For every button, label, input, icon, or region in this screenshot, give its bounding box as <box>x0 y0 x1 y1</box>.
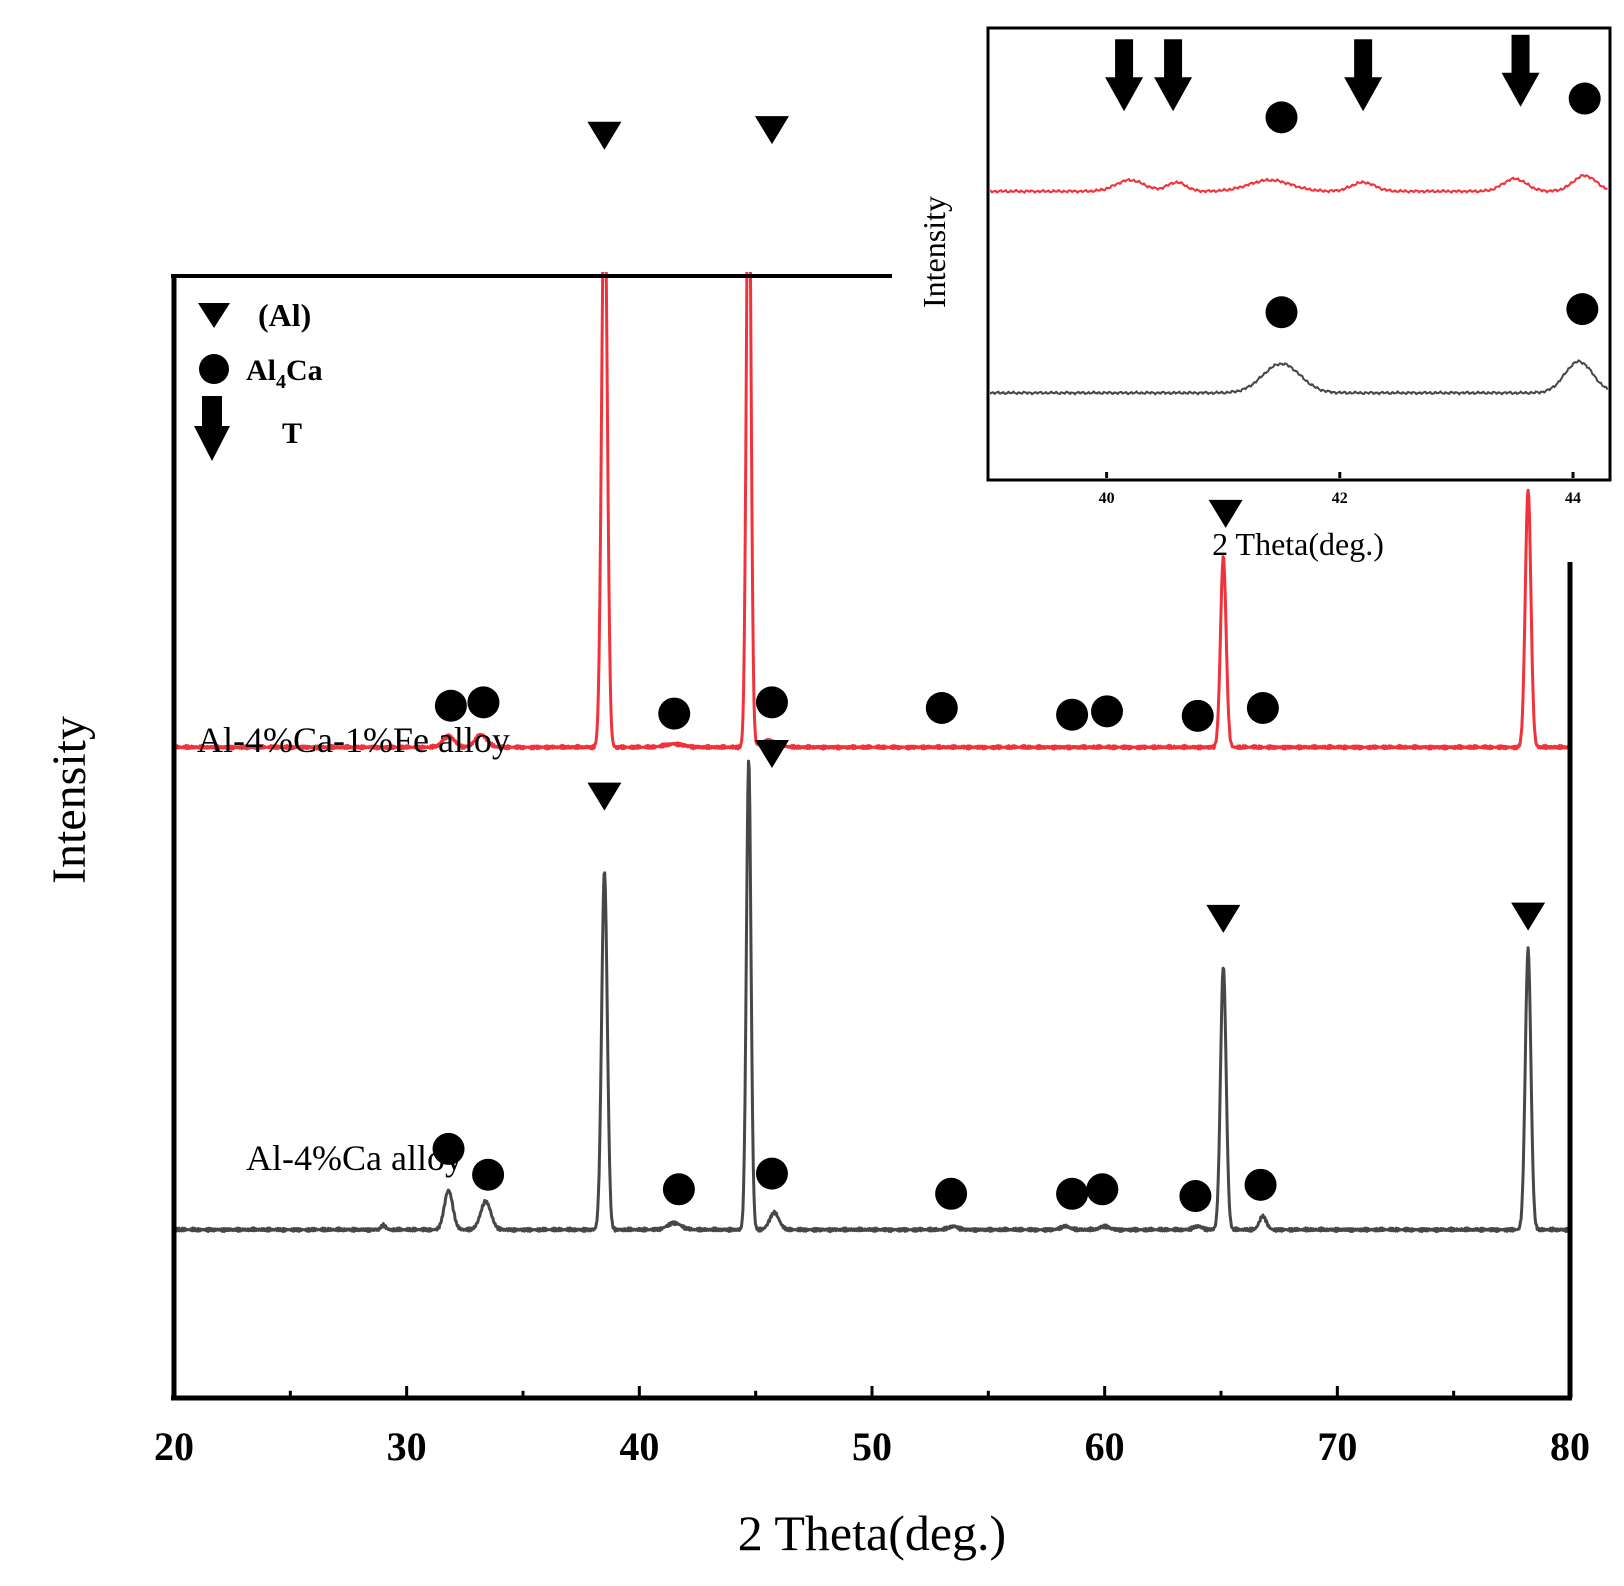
al4ca-marker-inset-0-2 <box>1265 101 1298 134</box>
x-tick-label-inset-40: 40 <box>1099 490 1115 507</box>
al-marker-main-0-10 <box>1208 499 1243 528</box>
al4ca-marker-main-1-0 <box>432 1132 465 1165</box>
series-label-ca-alloy: Al-4%Ca alloy <box>246 1138 463 1178</box>
x-tick-label-main-60: 60 <box>1085 1424 1125 1469</box>
series-line-inset-0 <box>990 173 1608 194</box>
al4ca-marker-main-0-5 <box>755 686 788 719</box>
al4ca-marker-main-1-9 <box>1179 1180 1212 1213</box>
circle-icon <box>199 354 229 384</box>
legend: (Al) Al4Ca T <box>194 297 323 461</box>
al4ca-marker-main-0-0 <box>434 689 467 722</box>
main-x-axis-label: 2 Theta(deg.) <box>738 1505 1006 1561</box>
x-tick-label-main-50: 50 <box>852 1424 892 1469</box>
series-label-fe-alloy: Al-4%Ca-1%Fe alloy <box>197 720 510 760</box>
al4ca-marker-main-0-7 <box>1056 698 1089 731</box>
al4ca-marker-main-0-1 <box>467 686 500 719</box>
al4ca-marker-main-1-6 <box>935 1177 968 1210</box>
inset-x-axis-label: 2 Theta(deg.) <box>1212 526 1384 562</box>
x-tick-label-main-40: 40 <box>619 1424 659 1469</box>
series-line-main-1 <box>174 759 1570 1234</box>
al-marker-main-1-2 <box>587 782 622 811</box>
al4ca-marker-main-1-8 <box>1086 1173 1119 1206</box>
al4ca-marker-main-0-9 <box>1181 699 1214 732</box>
al4ca-marker-main-1-5 <box>755 1157 788 1190</box>
al4ca-marker-main-0-8 <box>1090 695 1123 728</box>
al4ca-marker-inset-0-5 <box>1568 82 1601 115</box>
al4ca-marker-inset-1-1 <box>1566 293 1599 326</box>
x-tick-label-inset-42: 42 <box>1332 490 1348 507</box>
al-marker-main-1-12 <box>1511 902 1546 931</box>
arrow-down-icon <box>194 396 230 461</box>
series-line-main-0 <box>174 272 1570 751</box>
inset-frame <box>986 26 1612 482</box>
legend-label-al4ca: Al4Ca <box>246 354 323 393</box>
al4ca-marker-main-0-3 <box>658 697 691 730</box>
x-tick-label-main-70: 70 <box>1317 1424 1357 1469</box>
al4ca-marker-main-1-7 <box>1056 1177 1089 1210</box>
x-tick-label-main-30: 30 <box>387 1424 427 1469</box>
al-marker-main-0-4 <box>754 116 789 145</box>
x-tick-label-main-80: 80 <box>1550 1424 1590 1469</box>
al4ca-marker-main-0-6 <box>925 691 958 724</box>
x-tick-label-main-20: 20 <box>154 1424 194 1469</box>
al4ca-marker-inset-1-0 <box>1265 296 1298 329</box>
al-marker-main-1-10 <box>1206 904 1241 933</box>
t-phase-arrow-inset-0-1 <box>1154 39 1193 112</box>
triangle-icon <box>198 303 230 328</box>
t-phase-arrow-inset-0-0 <box>1105 39 1144 112</box>
al-marker-main-1-4 <box>754 739 789 768</box>
t-phase-arrow-inset-0-3 <box>1344 39 1383 112</box>
al4ca-marker-main-1-3 <box>662 1173 695 1206</box>
legend-label-t: T <box>282 417 302 450</box>
legend-label-al: (Al) <box>258 297 311 333</box>
al4ca-marker-main-1-1 <box>472 1158 505 1191</box>
t-phase-arrow-inset-0-4 <box>1501 34 1540 107</box>
x-tick-label-inset-44: 44 <box>1565 490 1581 507</box>
inset-y-axis-label: Intensity <box>916 196 952 308</box>
al-marker-main-0-2 <box>587 121 622 150</box>
series-line-inset-1 <box>990 359 1608 396</box>
main-y-axis-label: Intensity <box>43 716 96 884</box>
main-plot: 20 30 40 50 60 70 80 2 Theta(deg.) Intensity A… <box>43 116 1590 1561</box>
al4ca-marker-main-1-11 <box>1244 1168 1277 1201</box>
al4ca-marker-main-0-11 <box>1246 691 1279 724</box>
inset-plot: 40 42 44 2 Theta(deg.) Intensity <box>916 26 1612 562</box>
